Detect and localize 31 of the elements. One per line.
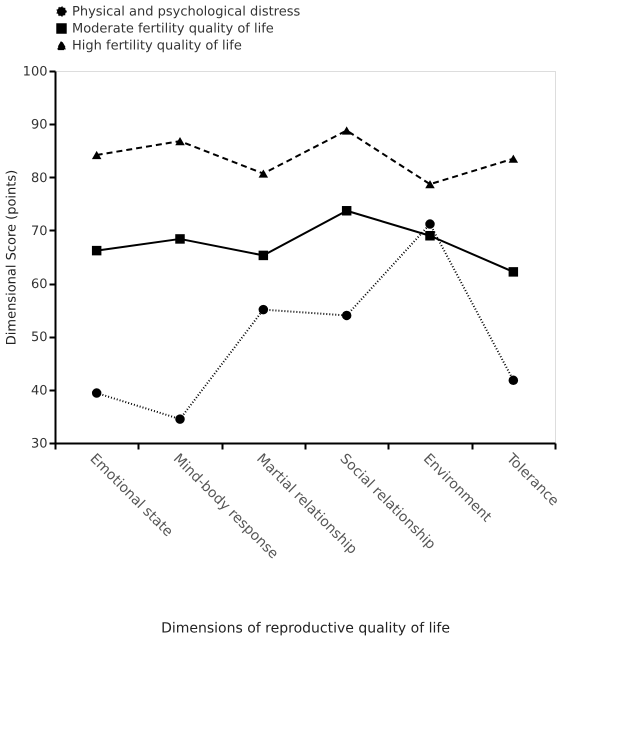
point — [508, 267, 518, 277]
y-tick-label: 70 — [30, 224, 48, 239]
point — [425, 180, 435, 188]
point — [508, 376, 518, 386]
point — [175, 137, 185, 146]
point — [425, 219, 435, 229]
y-axis-title: Dimensional Score (points) — [4, 170, 20, 346]
legend-label: Physical and psychological distress — [72, 4, 301, 20]
point — [342, 310, 352, 320]
point — [258, 304, 268, 314]
y-tick-label: 40 — [30, 383, 48, 398]
legend-label: Moderate fertility quality of life — [72, 22, 274, 36]
y-tick-label: 100 — [22, 64, 48, 80]
point — [92, 388, 102, 398]
y-tick-label: 30 — [30, 436, 48, 452]
point — [508, 154, 518, 163]
y-tick-label: 90 — [30, 118, 48, 133]
x-axis-title: Dimensions of reproductive quality of life — [161, 620, 450, 636]
point — [342, 206, 352, 216]
point — [258, 250, 268, 260]
point — [425, 231, 435, 240]
y-tick-label: 60 — [30, 277, 48, 292]
point — [92, 150, 102, 160]
point — [342, 126, 352, 135]
point — [92, 246, 102, 256]
point — [258, 169, 268, 178]
point — [175, 414, 185, 424]
y-tick-label: 80 — [30, 170, 48, 186]
point — [175, 234, 185, 244]
y-tick-label: 50 — [30, 330, 48, 346]
legend-label: High fertility quality of life — [72, 38, 242, 54]
